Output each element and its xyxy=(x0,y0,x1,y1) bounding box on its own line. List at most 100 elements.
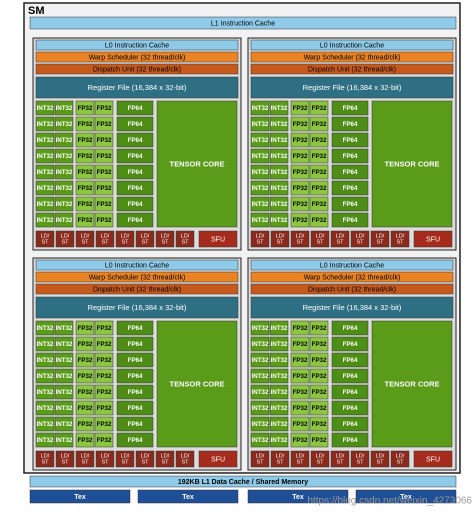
core-int32-label: INT32 xyxy=(271,185,288,192)
core-int32-box xyxy=(269,320,289,336)
core-int32-label: INT32 xyxy=(252,153,269,160)
core-fp64-box xyxy=(331,148,369,164)
core-fp64-label: FP64 xyxy=(343,341,358,348)
core-fp32-label: FP32 xyxy=(78,105,93,112)
core-fp32-label: FP32 xyxy=(78,389,93,396)
core-fp32-label: FP32 xyxy=(78,405,93,412)
core-fp32-box xyxy=(290,100,310,116)
ld-st-label: ST xyxy=(316,239,324,245)
warp-scheduler-box xyxy=(35,271,239,283)
core-fp32-box xyxy=(309,100,329,116)
core-int32-label: INT32 xyxy=(252,201,269,208)
core-fp32-label: FP32 xyxy=(293,105,308,112)
core-fp64-label: FP64 xyxy=(343,437,358,444)
core-fp32-box xyxy=(75,416,95,432)
ld-st-label: LD/ xyxy=(276,453,285,459)
tex-unit-box xyxy=(355,489,457,504)
core-fp64-label: FP64 xyxy=(128,437,143,444)
sfu-label: SFU xyxy=(211,236,225,243)
core-fp32-label: FP32 xyxy=(97,137,112,144)
core-fp32-box xyxy=(290,320,310,336)
core-int32-label: INT32 xyxy=(252,105,269,112)
core-fp32-label: FP32 xyxy=(97,201,112,208)
core-fp32-label: FP32 xyxy=(97,341,112,348)
core-fp32-box xyxy=(290,116,310,132)
core-int32-label: INT32 xyxy=(37,137,54,144)
core-int32-box xyxy=(35,180,55,196)
core-fp32-box xyxy=(309,148,329,164)
core-fp64-label: FP64 xyxy=(343,137,358,144)
core-fp32-label: FP32 xyxy=(97,405,112,412)
core-int32-label: INT32 xyxy=(271,373,288,380)
core-int32-box xyxy=(250,180,270,196)
core-int32-box xyxy=(35,196,55,212)
core-int32-label: INT32 xyxy=(252,341,269,348)
ld-st-label: ST xyxy=(161,239,169,245)
sfu-box xyxy=(198,230,238,248)
core-int32-label: INT32 xyxy=(271,405,288,412)
dispatch-unit-label: Dispatch Unit (32 thread/clk) xyxy=(308,286,396,293)
core-int32-box xyxy=(54,400,74,416)
ld-st-label: LD/ xyxy=(81,233,90,239)
core-int32-box xyxy=(269,196,289,212)
ld-st-label: ST xyxy=(61,239,69,245)
core-fp64-box xyxy=(116,148,154,164)
ld-st-label: LD/ xyxy=(141,233,150,239)
ld-st-box xyxy=(250,450,270,468)
core-fp64-box xyxy=(116,336,154,352)
core-int32-box xyxy=(250,320,270,336)
core-fp64-label: FP64 xyxy=(343,405,358,412)
core-int32-label: INT32 xyxy=(37,201,54,208)
core-fp32-label: FP32 xyxy=(97,421,112,428)
ld-st-label: ST xyxy=(161,459,169,465)
core-int32-label: INT32 xyxy=(37,105,54,112)
ld-st-box xyxy=(175,230,195,248)
tensor-core-box xyxy=(156,100,238,228)
core-int32-box xyxy=(54,180,74,196)
ld-st-box xyxy=(155,450,175,468)
ld-st-box xyxy=(270,230,290,248)
sfu-label: SFU xyxy=(426,456,440,463)
tensor-core-box xyxy=(156,320,238,448)
core-int32-box xyxy=(250,384,270,400)
core-fp32-box xyxy=(290,164,310,180)
ld-st-label: LD/ xyxy=(256,453,265,459)
l0-instruction-cache-box xyxy=(250,259,454,271)
core-int32-label: INT32 xyxy=(37,437,54,444)
core-fp32-box xyxy=(94,116,114,132)
ld-st-box xyxy=(155,230,175,248)
ld-st-label: ST xyxy=(61,459,69,465)
core-fp32-box xyxy=(94,132,114,148)
core-int32-label: INT32 xyxy=(56,201,73,208)
core-int32-box xyxy=(54,148,74,164)
core-int32-label: INT32 xyxy=(56,325,73,332)
core-int32-label: INT32 xyxy=(56,373,73,380)
ld-st-label: LD/ xyxy=(316,233,325,239)
core-fp64-box xyxy=(116,320,154,336)
watermark: https://blog.csdn.net/weixin_4273066 xyxy=(307,496,472,507)
core-int32-box xyxy=(250,368,270,384)
tex-unit-label: Tex xyxy=(182,494,194,501)
core-int32-label: INT32 xyxy=(56,121,73,128)
core-fp32-box xyxy=(75,400,95,416)
core-int32-label: INT32 xyxy=(56,169,73,176)
sfu-label: SFU xyxy=(426,236,440,243)
ld-st-label: ST xyxy=(41,239,49,245)
core-int32-box xyxy=(250,100,270,116)
core-fp32-box xyxy=(290,432,310,448)
core-int32-label: INT32 xyxy=(271,421,288,428)
core-int32-label: INT32 xyxy=(37,341,54,348)
ld-st-label: LD/ xyxy=(121,233,130,239)
core-int32-label: INT32 xyxy=(56,105,73,112)
l0-instruction-cache-label: L0 Instruction Cache xyxy=(320,262,384,269)
core-int32-label: INT32 xyxy=(271,341,288,348)
core-int32-box xyxy=(250,432,270,448)
ld-st-box xyxy=(370,450,390,468)
core-fp32-box xyxy=(290,180,310,196)
ld-st-label: ST xyxy=(101,239,109,245)
core-int32-box xyxy=(54,416,74,432)
core-int32-box xyxy=(35,384,55,400)
core-fp64-label: FP64 xyxy=(128,421,143,428)
core-int32-label: INT32 xyxy=(56,341,73,348)
